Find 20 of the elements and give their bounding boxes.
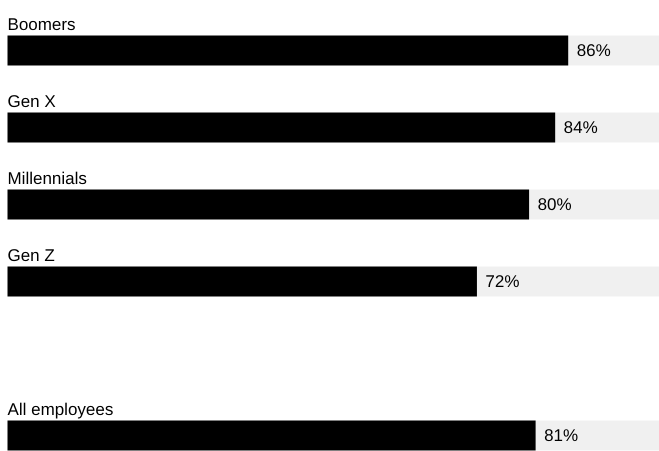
bar: [8, 266, 477, 296]
y-tick-label: Millennials: [8, 169, 87, 188]
bar: [536, 420, 659, 450]
bar: [8, 36, 568, 66]
bar: [555, 112, 659, 142]
y-tick-label: Gen Z: [8, 246, 55, 265]
y-tick-label: Boomers: [8, 15, 76, 34]
data-label: 72%: [485, 272, 520, 291]
bar: [8, 112, 556, 142]
data-label: 80%: [538, 195, 572, 214]
bar: [8, 420, 536, 450]
bar: [529, 190, 659, 220]
bar: [568, 36, 659, 66]
bar: [476, 266, 659, 296]
data-label: 84%: [564, 118, 598, 137]
y-tick-label: All employees: [8, 400, 114, 419]
y-tick-label: Gen X: [8, 92, 56, 111]
bar: [8, 190, 530, 220]
data-label: 81%: [544, 426, 578, 445]
data-label: 86%: [576, 41, 611, 60]
